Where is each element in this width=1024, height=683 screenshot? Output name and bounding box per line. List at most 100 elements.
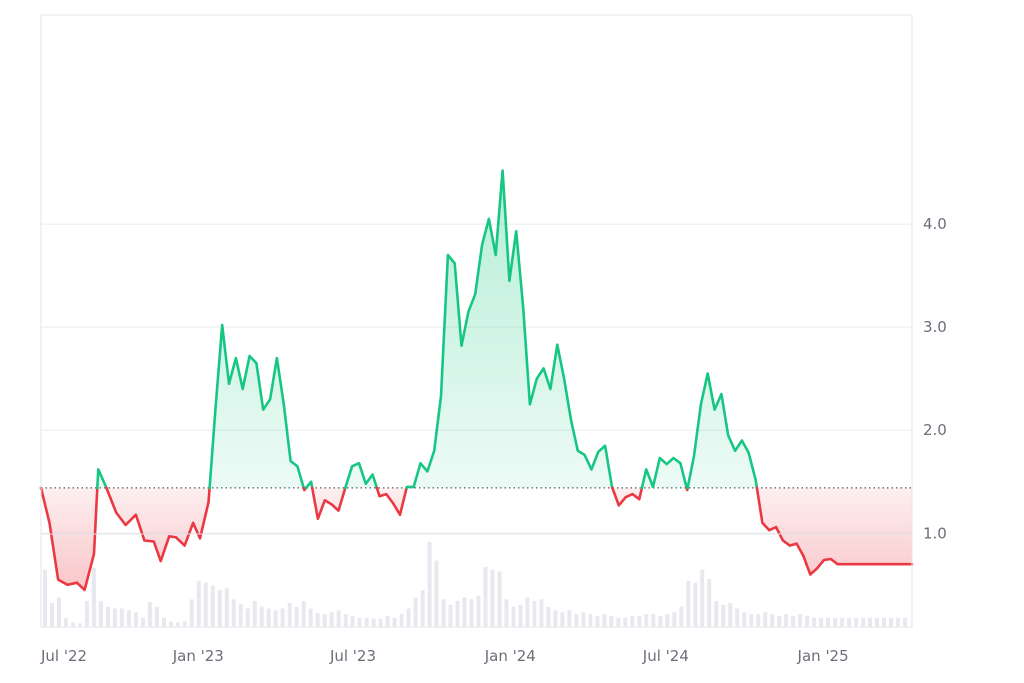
volume-bar-109	[805, 615, 810, 627]
volume-bar-68	[518, 604, 523, 627]
volume-bar-58	[448, 604, 453, 627]
volume-bars	[43, 542, 907, 627]
volume-bar-2	[57, 597, 61, 627]
volume-bar-51	[399, 614, 404, 627]
volume-bar-86	[644, 614, 649, 627]
volume-bar-49	[385, 615, 390, 627]
x-tick-1: Jan '23	[172, 647, 224, 665]
volume-bar-30	[252, 601, 257, 627]
volume-bar-13	[133, 612, 138, 627]
line-dn-7	[310, 486, 347, 521]
area-dn-1	[41, 487, 98, 590]
line-up-4	[208, 323, 305, 490]
volume-bar-7	[91, 567, 96, 627]
volume-bar-29	[245, 608, 250, 627]
volume-bar-19	[175, 622, 180, 627]
volume-bar-113	[833, 617, 838, 627]
volume-bar-81	[609, 615, 614, 627]
volume-bar-101	[749, 614, 754, 627]
volume-bar-96	[714, 601, 719, 627]
volume-bar-94	[700, 569, 705, 627]
volume-bar-95	[707, 579, 712, 627]
volume-bar-14	[140, 617, 145, 627]
line-up-12	[640, 456, 688, 490]
area-up-8	[345, 463, 377, 488]
volume-bar-42	[336, 610, 341, 627]
volume-bar-69	[525, 597, 530, 627]
volume-bar-40	[322, 614, 327, 627]
volume-bar-99	[735, 608, 740, 627]
area-up-10	[406, 170, 613, 488]
volume-bar-72	[546, 606, 551, 627]
volume-bar-6	[85, 601, 89, 627]
line-dn-15	[755, 486, 914, 576]
volume-bar-119	[875, 617, 879, 627]
volume-bar-9	[105, 606, 110, 627]
volume-bar-3	[64, 617, 68, 627]
volume-bar-32	[266, 608, 271, 627]
x-axis-ticks: Jul '22 Jan '23 Jul '23 Jan '24 Jul '24 Jan '…	[40, 647, 849, 665]
y-axis-ticks: 1.0 2.0 3.0 4.0	[923, 215, 947, 542]
area-dn-15	[756, 487, 912, 575]
volume-bar-45	[357, 617, 362, 627]
volume-bar-93	[693, 582, 698, 627]
volume-bar-74	[560, 612, 565, 627]
volume-bar-115	[847, 617, 852, 627]
volume-bar-84	[630, 615, 635, 627]
x-tick-2: Jul '23	[329, 647, 376, 665]
volume-bar-15	[147, 602, 152, 627]
volume-bar-88	[658, 615, 663, 627]
y-tick-2: 3.0	[923, 318, 947, 336]
volume-bar-38	[308, 608, 313, 627]
area-fills	[41, 170, 912, 590]
volume-bar-18	[168, 621, 173, 627]
volume-bar-62	[476, 595, 481, 627]
volume-bar-118	[868, 617, 872, 627]
volume-bar-67	[511, 606, 516, 627]
area-up-4	[209, 325, 304, 488]
volume-bar-17	[161, 617, 166, 627]
volume-bar-27	[231, 599, 236, 627]
volume-bar-70	[532, 601, 537, 627]
line-dn-1	[39, 486, 99, 592]
volume-bar-80	[602, 614, 607, 627]
line-up-14	[686, 372, 759, 490]
area-dn-11	[612, 487, 642, 506]
volume-bar-91	[679, 606, 684, 627]
area-up-12	[641, 458, 687, 488]
volume-bar-48	[378, 618, 383, 627]
volume-bar-112	[826, 617, 831, 627]
volume-bar-54	[420, 590, 425, 627]
volume-bar-57	[441, 599, 446, 627]
volume-bar-41	[329, 612, 334, 627]
volume-bar-75	[567, 610, 572, 627]
line-dn-3	[105, 486, 211, 563]
volume-bar-16	[154, 606, 159, 627]
volume-bar-52	[406, 608, 411, 627]
x-tick-5: Jan '25	[797, 647, 849, 665]
volume-bar-50	[392, 617, 397, 627]
series-line	[39, 169, 914, 592]
volume-bar-110	[812, 617, 817, 627]
volume-bar-100	[742, 612, 747, 627]
volume-bar-71	[539, 599, 544, 627]
volume-bar-55	[427, 542, 432, 627]
volume-bar-108	[798, 614, 803, 627]
volume-bar-102	[756, 614, 761, 627]
volume-bar-60	[462, 597, 467, 627]
volume-bar-104	[770, 614, 775, 627]
volume-bar-82	[616, 617, 621, 627]
volume-bar-43	[343, 614, 348, 627]
volume-bar-20	[182, 621, 187, 627]
volume-bar-22	[196, 580, 201, 627]
volume-bar-11	[119, 608, 124, 627]
volume-bar-21	[189, 599, 194, 627]
volume-bar-34	[280, 608, 285, 627]
area-up-14	[687, 373, 757, 488]
volume-bar-23	[203, 582, 208, 627]
line-up-8	[344, 461, 379, 490]
volume-bar-39	[315, 613, 320, 627]
volume-bar-1	[50, 603, 54, 627]
volume-bar-36	[294, 606, 299, 627]
